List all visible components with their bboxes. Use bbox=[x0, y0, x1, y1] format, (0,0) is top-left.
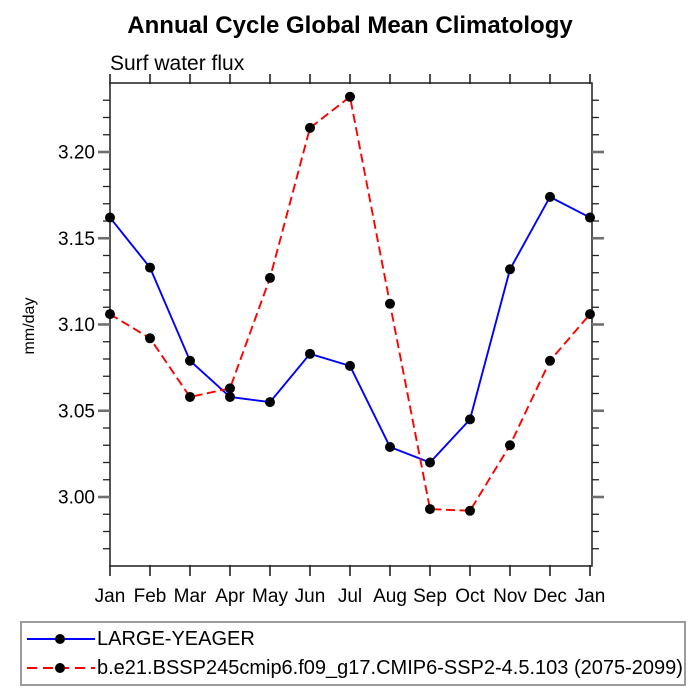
chart-title: Annual Cycle Global Mean Climatology bbox=[127, 12, 573, 39]
data-point-marker bbox=[505, 264, 515, 275]
x-axis-ticks bbox=[109, 74, 591, 576]
x-tick-label: Jan bbox=[575, 586, 606, 607]
x-tick-label: Feb bbox=[134, 586, 167, 607]
data-point-marker bbox=[465, 414, 475, 425]
y-tick-label: 3.20 bbox=[58, 143, 95, 164]
legend-box: LARGE-YEAGER b.e21.BSSP245cmip6.f09_g17.… bbox=[20, 621, 686, 686]
x-tick-label: Sep bbox=[413, 586, 447, 607]
y-axis-minor-ticks bbox=[103, 99, 599, 550]
y-tick-label: 3.05 bbox=[58, 401, 95, 422]
data-point-marker bbox=[425, 504, 435, 515]
y-tick-labels: 3.00 3.05 3.10 3.15 3.20 bbox=[58, 143, 95, 509]
y-axis-major-ticks bbox=[98, 150, 604, 499]
legend-item-large-yeager: LARGE-YEAGER bbox=[27, 626, 684, 652]
legend-item-ssp245: b.e21.BSSP245cmip6.f09_g17.CMIP6-SSP2-4.… bbox=[27, 655, 684, 681]
x-tick-label: Nov bbox=[493, 586, 527, 607]
data-point-marker bbox=[585, 212, 595, 223]
data-point-marker bbox=[105, 212, 115, 223]
y-tick-label: 3.10 bbox=[58, 315, 95, 336]
x-tick-label: Mar bbox=[174, 586, 207, 607]
legend-marker-dot bbox=[55, 663, 65, 673]
data-point-marker bbox=[505, 440, 515, 451]
x-tick-label: May bbox=[252, 586, 288, 607]
data-point-marker bbox=[265, 272, 275, 283]
data-point-marker bbox=[465, 505, 475, 516]
data-point-marker bbox=[105, 309, 115, 320]
x-tick-label: Dec bbox=[533, 586, 567, 607]
x-tick-label: Jul bbox=[338, 586, 362, 607]
data-point-marker bbox=[545, 191, 555, 202]
data-point-marker bbox=[265, 397, 275, 408]
data-point-marker bbox=[425, 457, 435, 468]
data-point-marker bbox=[345, 360, 355, 371]
legend-label-ssp245: b.e21.BSSP245cmip6.f09_g17.CMIP6-SSP2-4.… bbox=[97, 656, 683, 679]
data-point-marker bbox=[385, 441, 395, 452]
x-tick-label: Aug bbox=[373, 586, 407, 607]
x-tick-labels: Jan Feb Mar Apr May Jun Jul Aug Sep Oct Nov Dec Jan bbox=[95, 586, 606, 607]
data-point-marker bbox=[345, 91, 355, 102]
data-point-marker bbox=[545, 355, 555, 366]
frame-rect bbox=[109, 82, 593, 567]
data-point-marker bbox=[145, 262, 155, 273]
chart-subtitle: Surf water flux bbox=[110, 52, 245, 75]
data-point-marker bbox=[225, 383, 235, 394]
data-point-marker bbox=[185, 391, 195, 402]
x-tick-label: Jan bbox=[95, 586, 126, 607]
data-point-marker bbox=[585, 309, 595, 320]
series-line-1 bbox=[109, 95, 591, 512]
legend-swatch-dashed bbox=[27, 663, 95, 673]
x-tick-label: Jun bbox=[295, 586, 326, 607]
x-tick-label: Apr bbox=[215, 586, 245, 607]
series-lines bbox=[109, 95, 591, 512]
data-point-marker bbox=[185, 355, 195, 366]
y-tick-label: 3.00 bbox=[58, 488, 95, 509]
series-line-0 bbox=[109, 195, 591, 464]
data-point-marker bbox=[225, 391, 235, 402]
y-tick-label: 3.15 bbox=[58, 229, 95, 250]
x-tick-label: Oct bbox=[455, 586, 485, 607]
data-point-marker bbox=[305, 122, 315, 133]
data-point-marker bbox=[305, 348, 315, 359]
legend-marker-dot bbox=[55, 634, 65, 644]
plot-frame bbox=[109, 82, 593, 567]
series-markers bbox=[105, 91, 595, 516]
legend-swatch-solid bbox=[27, 634, 95, 644]
data-point-marker bbox=[385, 298, 395, 309]
legend-label-large-yeager: LARGE-YEAGER bbox=[97, 627, 255, 650]
data-point-marker bbox=[145, 333, 155, 344]
